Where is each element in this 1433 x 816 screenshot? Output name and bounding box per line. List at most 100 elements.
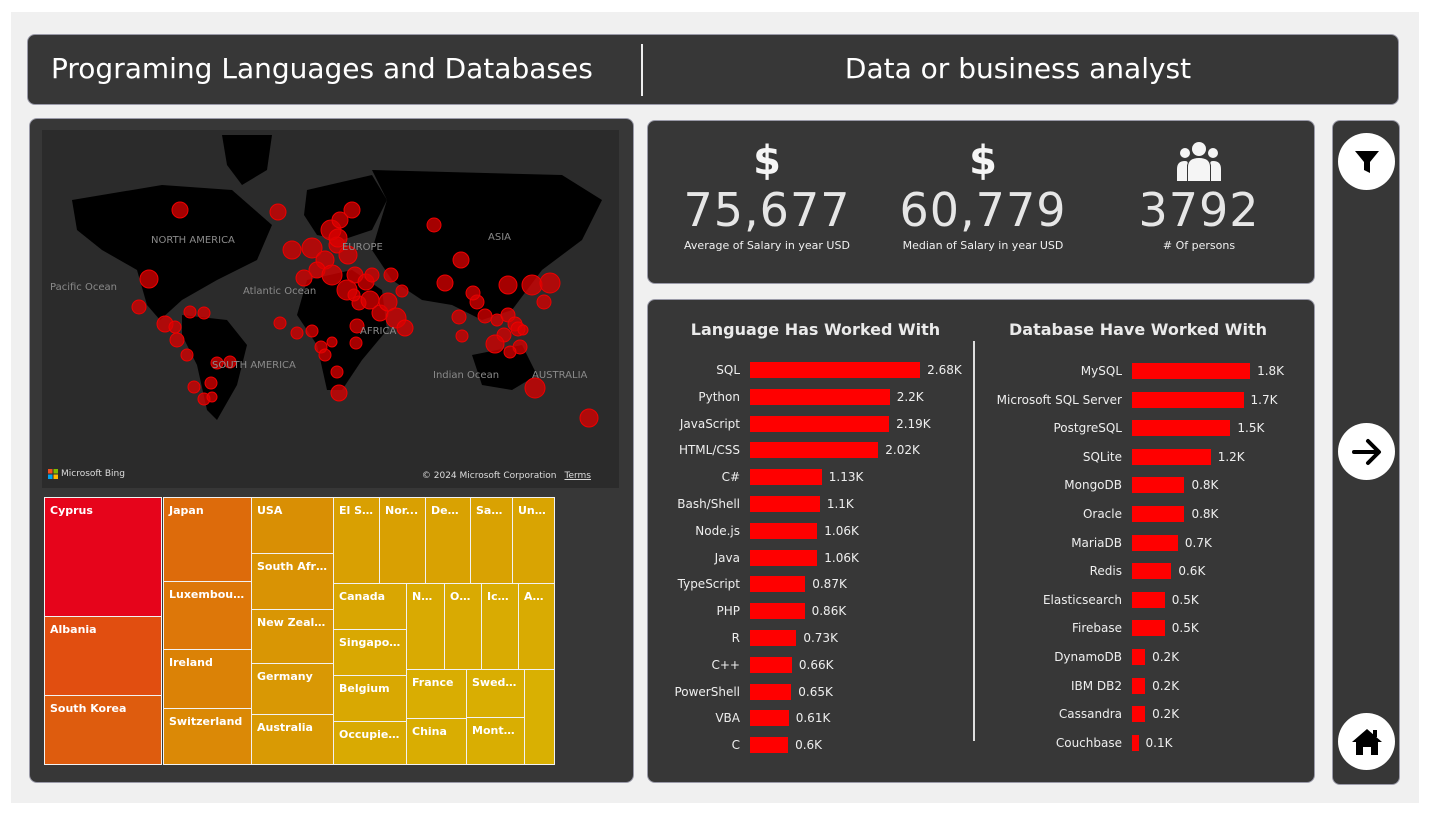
- treemap-tile[interactable]: New Zealand: [251, 609, 334, 664]
- treemap-tile[interactable]: Belgium: [333, 675, 407, 722]
- map-marker[interactable]: [396, 319, 414, 337]
- treemap-tile[interactable]: Nor...: [379, 497, 426, 584]
- bar[interactable]: [1132, 677, 1146, 694]
- map-marker[interactable]: [330, 384, 348, 402]
- treemap-tile[interactable]: Australia: [251, 714, 334, 765]
- map-marker[interactable]: [183, 305, 197, 319]
- map-marker[interactable]: [364, 267, 380, 283]
- map-marker[interactable]: [206, 391, 218, 403]
- map-marker[interactable]: [330, 365, 344, 379]
- map-marker[interactable]: [347, 288, 361, 302]
- treemap-tile[interactable]: Germany: [251, 663, 334, 715]
- bar[interactable]: [750, 496, 820, 512]
- map-marker[interactable]: [349, 336, 363, 350]
- map-marker[interactable]: [187, 380, 201, 394]
- map-marker[interactable]: [465, 285, 481, 301]
- map-marker[interactable]: [536, 294, 552, 310]
- bar[interactable]: [750, 630, 797, 646]
- treemap-tile[interactable]: Occupied ...: [333, 721, 407, 765]
- treemap-tile[interactable]: Albania: [44, 616, 162, 696]
- treemap-tile[interactable]: USA: [251, 497, 334, 554]
- map-marker[interactable]: [273, 316, 287, 330]
- bar[interactable]: [1132, 734, 1139, 751]
- bar[interactable]: [750, 415, 890, 432]
- map-marker[interactable]: [318, 348, 332, 362]
- map-marker[interactable]: [331, 211, 349, 229]
- treemap-tile[interactable]: El Sal...: [333, 497, 380, 584]
- treemap-tile[interactable]: France: [406, 669, 467, 719]
- bar[interactable]: [1132, 649, 1146, 665]
- treemap-tile[interactable]: Japan: [163, 497, 252, 582]
- treemap-tile[interactable]: Om...: [444, 583, 482, 670]
- map-marker[interactable]: [269, 203, 287, 221]
- map-marker[interactable]: [301, 237, 323, 259]
- map-marker[interactable]: [210, 356, 224, 370]
- treemap-tile[interactable]: Ireland: [163, 649, 252, 709]
- map-marker[interactable]: [139, 269, 159, 289]
- treemap-tile[interactable]: [524, 669, 555, 765]
- treemap-tile[interactable]: Den...: [425, 497, 471, 584]
- bar[interactable]: [1132, 448, 1211, 465]
- map-marker[interactable]: [521, 274, 543, 296]
- map-marker[interactable]: [338, 245, 358, 265]
- map-marker[interactable]: [180, 348, 194, 362]
- bar[interactable]: [750, 442, 879, 459]
- terms-link[interactable]: Terms: [564, 471, 591, 481]
- treemap-tile[interactable]: Icel...: [481, 583, 519, 670]
- bar[interactable]: [1132, 506, 1185, 522]
- bar[interactable]: [1132, 477, 1185, 494]
- map-marker[interactable]: [223, 355, 237, 369]
- treemap-tile[interactable]: Singapore: [333, 629, 407, 676]
- treemap-tile[interactable]: Monte...: [466, 717, 525, 765]
- map-marker[interactable]: [131, 299, 147, 315]
- bar[interactable]: [1132, 563, 1172, 580]
- bar[interactable]: [1132, 420, 1231, 437]
- bar[interactable]: [1132, 363, 1251, 379]
- treemap-tile[interactable]: Sweden: [466, 669, 525, 718]
- map-marker[interactable]: [349, 318, 365, 334]
- bar[interactable]: [1132, 391, 1244, 408]
- treemap-tile[interactable]: Sau...: [470, 497, 513, 584]
- treemap-tile[interactable]: China: [406, 718, 467, 765]
- map-marker[interactable]: [305, 324, 319, 338]
- map-marker[interactable]: [168, 320, 182, 334]
- bar[interactable]: [750, 549, 818, 566]
- map-marker[interactable]: [517, 324, 529, 336]
- world-map[interactable]: NORTH AMERICA Pacific Ocean Atlantic Oce…: [42, 130, 619, 488]
- treemap-tile[interactable]: South Korea: [44, 695, 162, 765]
- map-marker[interactable]: [328, 228, 348, 248]
- filter-button[interactable]: [1338, 133, 1395, 190]
- map-marker[interactable]: [282, 240, 302, 260]
- bar[interactable]: [750, 737, 789, 754]
- map-marker[interactable]: [503, 345, 517, 359]
- map-marker[interactable]: [295, 269, 313, 287]
- bar[interactable]: [750, 469, 822, 486]
- map-marker[interactable]: [539, 272, 561, 294]
- map-marker[interactable]: [436, 274, 454, 292]
- map-marker[interactable]: [452, 251, 470, 269]
- bar[interactable]: [750, 603, 805, 620]
- bar[interactable]: [750, 710, 789, 727]
- bar[interactable]: [1132, 620, 1165, 637]
- map-marker[interactable]: [498, 275, 518, 295]
- bar[interactable]: [1132, 706, 1146, 723]
- map-marker[interactable]: [169, 332, 185, 348]
- map-marker[interactable]: [455, 329, 469, 343]
- bar[interactable]: [750, 362, 921, 378]
- map-marker[interactable]: [204, 376, 218, 390]
- treemap-tile[interactable]: Ne...: [406, 583, 445, 670]
- treemap-tile[interactable]: Switzerland: [163, 708, 252, 765]
- map-marker[interactable]: [383, 267, 399, 283]
- map-marker[interactable]: [378, 292, 398, 312]
- bar[interactable]: [750, 576, 806, 593]
- map-marker[interactable]: [451, 309, 467, 325]
- home-button[interactable]: [1338, 713, 1395, 770]
- map-marker[interactable]: [197, 306, 211, 320]
- map-marker[interactable]: [321, 264, 343, 286]
- map-marker[interactable]: [290, 326, 304, 340]
- bar[interactable]: [750, 522, 818, 539]
- map-marker[interactable]: [326, 336, 338, 348]
- treemap-tile[interactable]: Unit...: [512, 497, 555, 584]
- map-marker[interactable]: [343, 201, 361, 219]
- bar[interactable]: [750, 656, 792, 673]
